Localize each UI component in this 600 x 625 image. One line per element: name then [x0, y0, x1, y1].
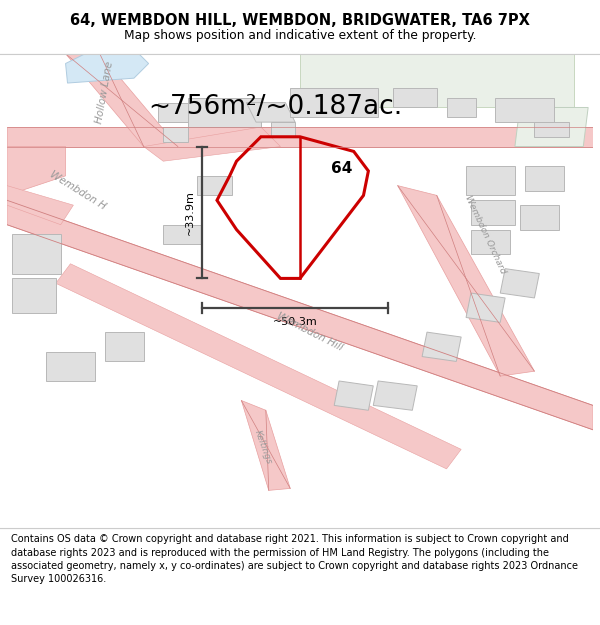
Text: ~50.3m: ~50.3m [273, 318, 317, 328]
Polygon shape [104, 332, 144, 361]
Polygon shape [246, 102, 295, 122]
Polygon shape [422, 332, 461, 361]
Polygon shape [524, 166, 564, 191]
Text: Wembdon Hill: Wembdon Hill [275, 311, 344, 353]
Polygon shape [446, 98, 476, 118]
Text: ~33.9m: ~33.9m [185, 190, 194, 235]
Polygon shape [12, 234, 61, 274]
Text: Keltings: Keltings [253, 429, 273, 466]
Polygon shape [163, 127, 188, 142]
Polygon shape [7, 186, 73, 225]
Polygon shape [56, 264, 461, 469]
Text: Map shows position and indicative extent of the property.: Map shows position and indicative extent… [124, 29, 476, 42]
Polygon shape [535, 122, 569, 137]
Text: Hollow Lane: Hollow Lane [94, 61, 115, 125]
Polygon shape [197, 176, 232, 196]
Polygon shape [7, 200, 593, 430]
Polygon shape [188, 98, 261, 127]
Polygon shape [271, 122, 295, 137]
Polygon shape [471, 229, 510, 254]
Polygon shape [290, 88, 378, 118]
Polygon shape [334, 381, 373, 410]
Polygon shape [65, 54, 178, 146]
Polygon shape [241, 401, 290, 491]
Text: Wembdon Orchard: Wembdon Orchard [463, 194, 508, 275]
Polygon shape [500, 269, 539, 298]
Polygon shape [515, 107, 588, 146]
Polygon shape [163, 225, 202, 244]
Polygon shape [46, 352, 95, 381]
Polygon shape [12, 278, 56, 312]
Polygon shape [300, 54, 574, 107]
Polygon shape [7, 146, 65, 196]
Polygon shape [520, 205, 559, 229]
Text: Contains OS data © Crown copyright and database right 2021. This information is : Contains OS data © Crown copyright and d… [11, 534, 578, 584]
Polygon shape [144, 127, 280, 161]
Text: 64: 64 [331, 161, 353, 176]
Polygon shape [466, 293, 505, 322]
Polygon shape [65, 54, 149, 83]
Text: ~756m²/~0.187ac.: ~756m²/~0.187ac. [149, 94, 403, 121]
Polygon shape [398, 186, 535, 376]
Text: 64, WEMBDON HILL, WEMBDON, BRIDGWATER, TA6 7PX: 64, WEMBDON HILL, WEMBDON, BRIDGWATER, T… [70, 13, 530, 28]
Text: Wembdon H: Wembdon H [47, 169, 107, 212]
Polygon shape [373, 381, 417, 410]
Polygon shape [496, 98, 554, 122]
Polygon shape [7, 127, 593, 146]
Polygon shape [471, 200, 515, 225]
Polygon shape [393, 88, 437, 107]
Polygon shape [466, 166, 515, 196]
Polygon shape [158, 102, 197, 122]
